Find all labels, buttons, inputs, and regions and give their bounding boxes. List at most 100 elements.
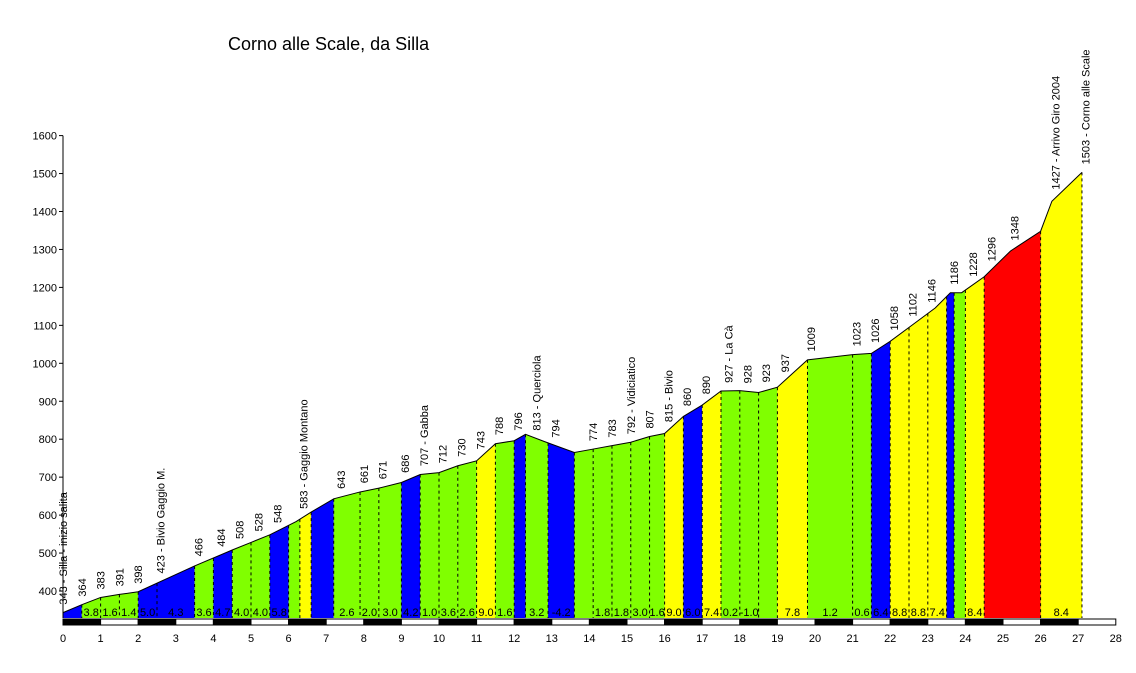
x-tick-label: 22 — [884, 633, 896, 645]
x-tick-label: 0 — [60, 633, 66, 645]
y-tick-label: 500 — [39, 548, 57, 560]
elevation-line — [62, 172, 1083, 614]
y-tick-label: 400 — [39, 586, 57, 598]
altitude-label: 890 — [701, 376, 713, 394]
distance-bar-segment — [476, 618, 515, 626]
x-tick-label: 20 — [809, 633, 821, 645]
distance-bar-segment — [701, 618, 741, 626]
altitude-label: 1296 — [987, 237, 999, 261]
gradient-label: 1.2 — [822, 607, 837, 619]
gradient-label: 3.6 — [441, 607, 456, 619]
gradient-band — [871, 341, 891, 618]
x-tick-label: 18 — [734, 633, 746, 645]
gradient-label: 6.4 — [873, 607, 888, 619]
altitude-label: 343 - Silla - inizio salita — [58, 491, 70, 604]
altitude-label: 712 — [438, 445, 450, 463]
gradient-label: 1.0 — [422, 607, 437, 619]
gradient-label: 4.2 — [403, 607, 418, 619]
gradient-band — [965, 276, 985, 618]
altitude-label: 815 - Bivio — [663, 370, 675, 422]
gradient-band — [333, 491, 361, 618]
gradient-band — [100, 594, 120, 618]
altitude-label: 923 — [761, 364, 773, 382]
altitude-label: 1503 - Corno alle Scale — [1081, 49, 1093, 164]
distance-bar-segment — [212, 618, 252, 626]
gradient-label: 8.4 — [967, 607, 982, 619]
axes: 4005006007008009001000110012001300140015… — [33, 131, 1122, 645]
altitude-label: 548 — [272, 505, 284, 523]
gradient-band — [852, 353, 872, 618]
gradient-band — [611, 442, 631, 618]
distance-bar-segment — [588, 618, 628, 626]
distance-bar-segment — [513, 618, 553, 626]
gradient-label: 5.0 — [140, 607, 155, 619]
altitude-label: 661 — [359, 465, 371, 483]
gradient-band — [683, 405, 703, 618]
y-tick-label: 1200 — [33, 282, 57, 294]
altitude-label: 860 — [682, 388, 694, 406]
x-tick-label: 14 — [583, 633, 595, 645]
gradient-label: 1.4 — [121, 607, 136, 619]
x-tick-label: 11 — [471, 633, 482, 645]
gradient-band — [890, 327, 909, 618]
x-tick-label: 15 — [621, 633, 633, 645]
gradient-band — [138, 583, 157, 618]
gradient-band — [251, 534, 270, 618]
altitude-label: 796 — [513, 412, 525, 430]
altitude-label: 643 — [336, 470, 348, 488]
distance-bar-segment — [100, 618, 139, 626]
gradient-labels: 3.8 1.6 1.4 5.0 4.3 3.6 4.7 4.0 4.0 5.8 2.6 2.0 3.0 4… — [84, 607, 1069, 619]
gradient-label: 4.7 — [215, 607, 230, 619]
gradient-band — [946, 292, 955, 618]
y-tick-label: 700 — [39, 472, 57, 484]
altitude-label: 783 — [607, 419, 619, 437]
altitude-label: 1026 — [870, 319, 882, 343]
gradient-label: 6.0 — [685, 607, 700, 619]
altitude-label: 391 — [114, 568, 126, 586]
gradient-band — [807, 354, 853, 618]
x-tick-label: 28 — [1110, 633, 1122, 645]
gradient-band — [495, 440, 515, 618]
altitude-label: 1186 — [949, 261, 961, 285]
distance-bar-segment — [852, 618, 891, 626]
gradient-band — [119, 591, 139, 618]
gradient-label: 8.4 — [1054, 607, 1069, 619]
y-tick-label: 600 — [39, 510, 57, 522]
gradient-label: 7.8 — [785, 607, 800, 619]
profile-line — [62, 172, 1083, 614]
x-tick-label: 10 — [433, 633, 445, 645]
altitude-label: 1009 — [806, 327, 818, 351]
gradient-label: 0.2 — [723, 607, 738, 619]
x-tick-label: 2 — [135, 633, 141, 645]
gradient-band — [909, 313, 928, 618]
distance-bar-segment — [626, 618, 666, 626]
gradient-label: 9.0 — [666, 607, 681, 619]
altitude-label: 792 - Vidiciatico — [626, 357, 638, 434]
altitude-label: 794 — [551, 419, 563, 437]
gradient-label: 3.2 — [529, 607, 544, 619]
gradient-band — [525, 434, 549, 618]
altitude-label: 423 - Bivio Gaggio M. — [156, 468, 168, 574]
gradient-label: 1.6 — [649, 607, 664, 619]
x-tick-label: 9 — [398, 633, 404, 645]
gradient-band — [299, 512, 312, 618]
gradient-band — [457, 460, 477, 618]
y-tick-label: 1400 — [33, 207, 57, 219]
gradient-label: 1.8 — [614, 607, 629, 619]
distance-bar-segment — [175, 618, 214, 626]
altitude-label: 671 — [378, 461, 390, 479]
gradient-label: 4.0 — [234, 607, 249, 619]
distance-bar-segment — [438, 618, 478, 626]
altitude-label: 1102 — [908, 293, 920, 317]
gradient-band — [954, 290, 966, 618]
gradient-band — [984, 231, 1041, 618]
x-tick-label: 1 — [98, 633, 104, 645]
distance-bar-segment — [137, 618, 177, 626]
gradient-band — [777, 359, 808, 618]
altitude-label: 937 — [780, 354, 792, 372]
x-tick-label: 19 — [771, 633, 783, 645]
x-tick-label: 16 — [658, 633, 670, 645]
altitude-label: 788 — [494, 417, 506, 435]
gradient-label: 5.8 — [272, 607, 287, 619]
distance-bar-segment — [664, 618, 703, 626]
